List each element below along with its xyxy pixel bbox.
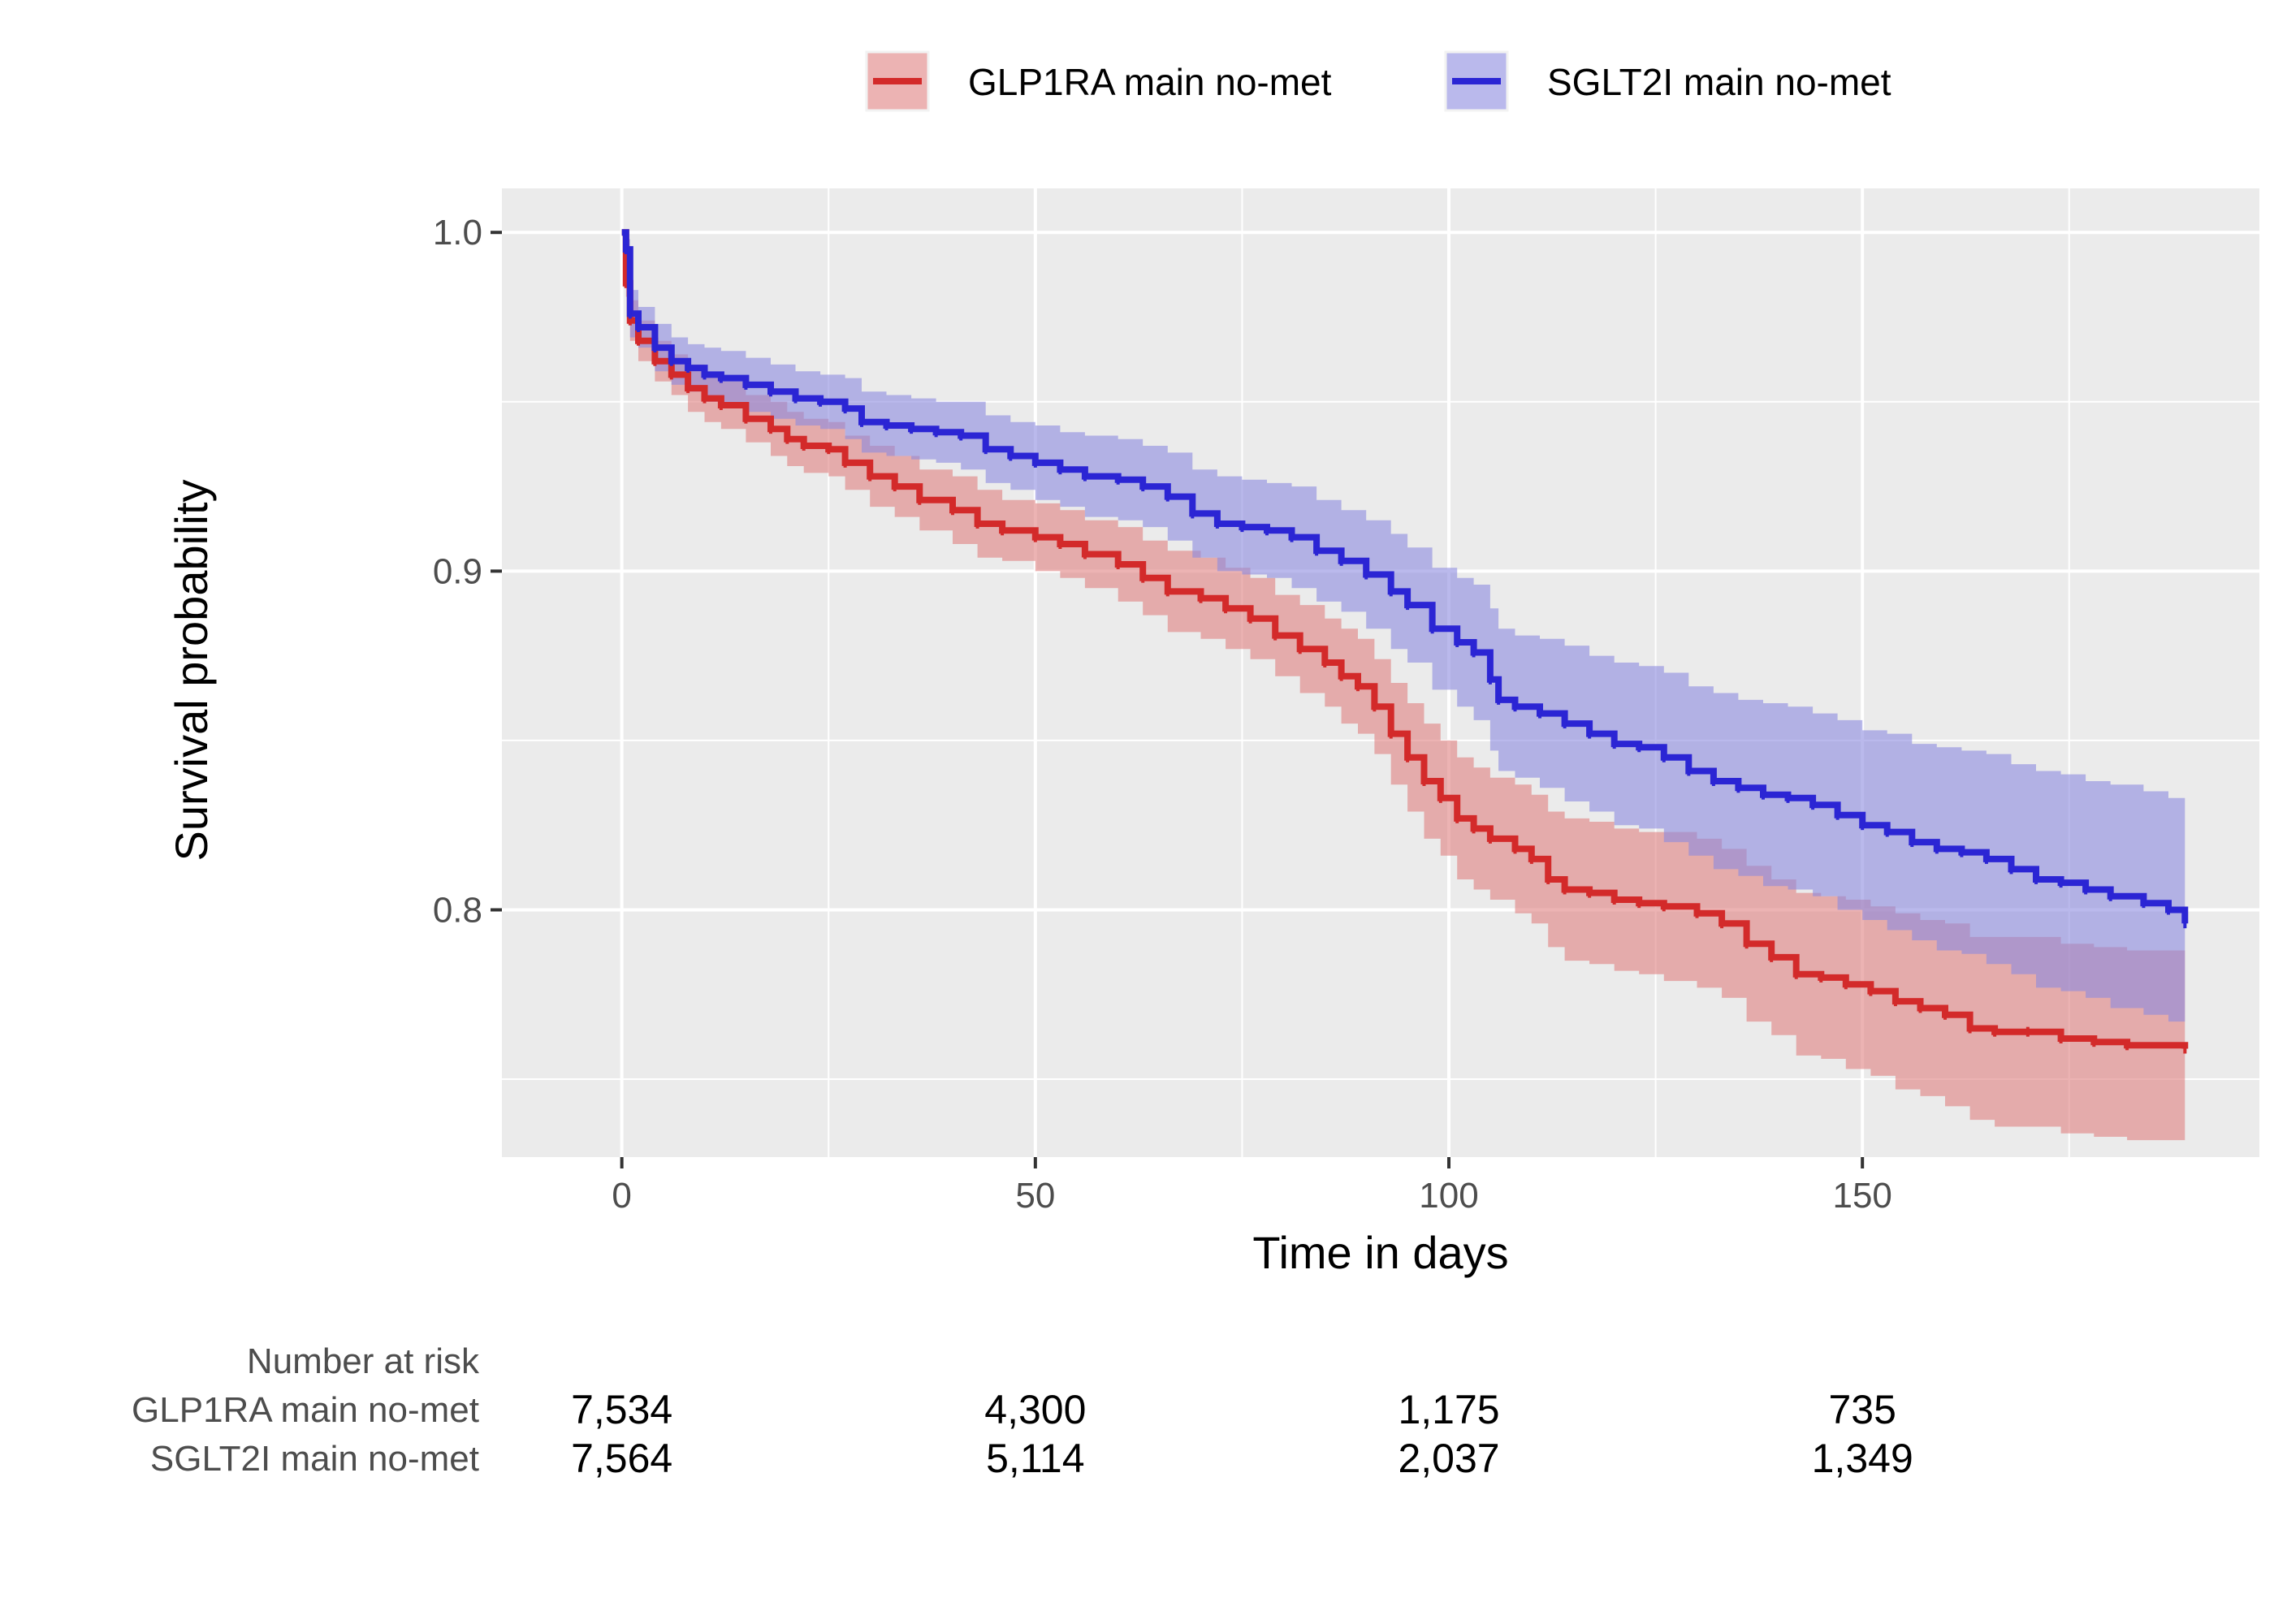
x-axis: 0 50 100 150 [612, 1157, 1892, 1216]
y-tick-label: 0.8 [433, 890, 482, 930]
risk-count: 7,534 [571, 1387, 672, 1432]
legend: GLP1RA main no-met SGLT2I main no-met [865, 50, 1891, 112]
risk-count: 2,037 [1398, 1436, 1499, 1481]
risk-row-label: SGLT2I main no-met [150, 1439, 479, 1479]
y-axis-title: Survival probability [166, 480, 217, 862]
risk-count: 4,300 [984, 1387, 1086, 1432]
risk-count: 735 [1828, 1387, 1896, 1432]
risk-count: 7,564 [571, 1436, 672, 1481]
risk-table: Number at risk GLP1RA main no-met 7,534 4,… [132, 1341, 1913, 1481]
risk-table-title: Number at risk [247, 1341, 480, 1381]
legend-label-2: SGLT2I main no-met [1547, 61, 1891, 103]
legend-label-1: GLP1RA main no-met [968, 61, 1332, 103]
survival-curves [621, 229, 2189, 1054]
risk-count: 1,349 [1812, 1436, 1913, 1481]
x-tick-label: 150 [1832, 1176, 1891, 1216]
risk-count: 1,175 [1398, 1387, 1499, 1432]
y-tick-label: 0.9 [433, 551, 482, 591]
x-tick-label: 0 [612, 1176, 631, 1216]
y-axis: 1.0 0.9 0.8 [433, 213, 502, 930]
survival-curve-1 [621, 229, 2189, 1049]
confidence-bands [621, 232, 2185, 1141]
y-tick-label: 1.0 [433, 213, 482, 253]
x-tick-label: 100 [1419, 1176, 1478, 1216]
risk-row-label: GLP1RA main no-met [132, 1390, 479, 1430]
risk-count: 5,114 [986, 1436, 1084, 1481]
confidence-band-1 [621, 232, 2185, 1141]
confidence-band-2 [621, 232, 2185, 1039]
x-axis-title: Time in days [1252, 1227, 1508, 1278]
x-tick-label: 50 [1015, 1176, 1055, 1216]
